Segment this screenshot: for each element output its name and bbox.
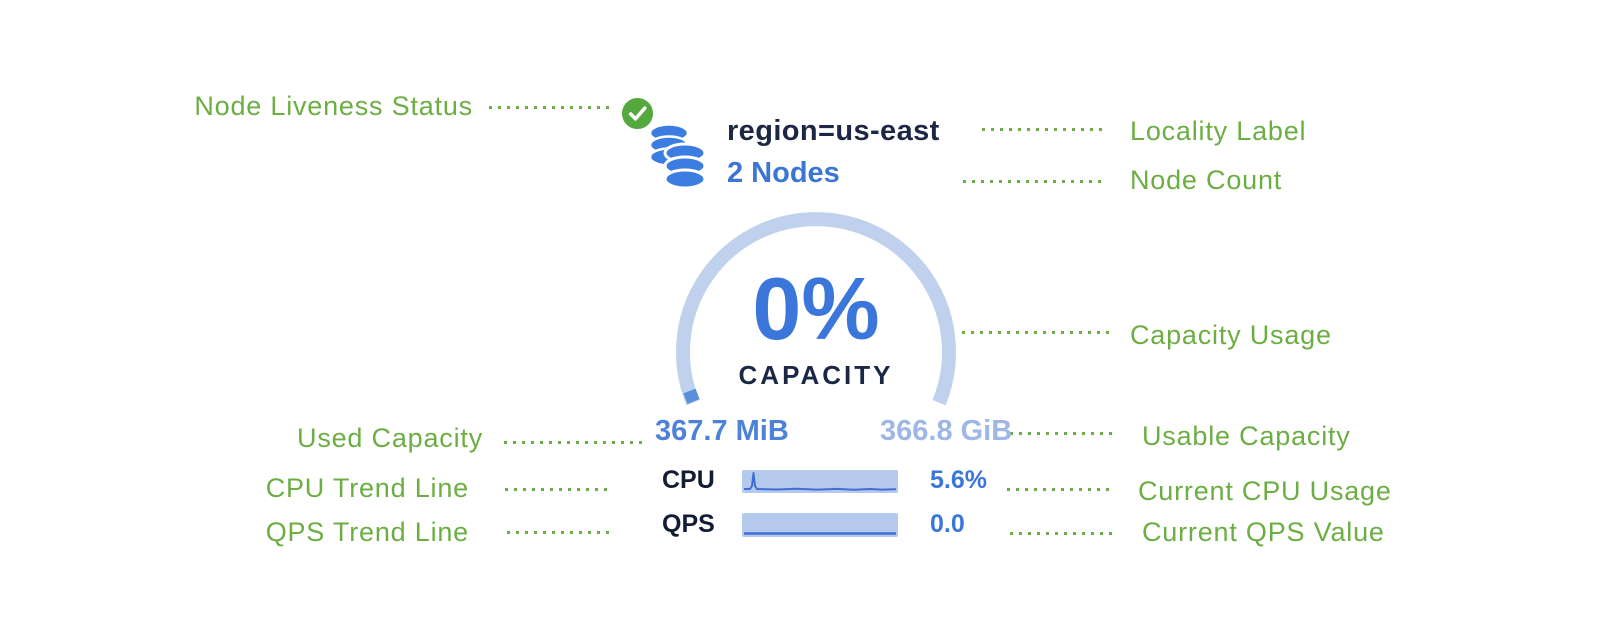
- annotation-qps-trend-line: QPS Trend Line: [265, 517, 469, 547]
- gauge-used-tick: [683, 388, 700, 404]
- node-region-widget[interactable]: region=us-east 2 Nodes 0% CAPACITY 367.7…: [600, 90, 1020, 550]
- node-count: 2 Nodes: [727, 157, 840, 189]
- leader-node-liveness: [489, 106, 610, 109]
- usable-capacity-value: 366.8 GiB: [880, 415, 1013, 447]
- annotation-capacity-usage: Capacity Usage: [1130, 320, 1332, 350]
- leader-used-capacity: [504, 441, 644, 444]
- leader-qps-trend: [507, 531, 614, 534]
- annotation-cpu-trend-line: CPU Trend Line: [265, 473, 469, 503]
- annotation-usable-capacity: Usable Capacity: [1142, 421, 1351, 451]
- leader-current-cpu-usage: [1007, 488, 1113, 491]
- liveness-check-icon: [621, 97, 654, 130]
- cpu-label: CPU: [662, 466, 715, 494]
- leader-node-count: [963, 180, 1103, 183]
- leader-locality-label: [982, 128, 1103, 131]
- cpu-sparkline: [742, 470, 898, 493]
- annotation-node-count: Node Count: [1130, 165, 1283, 195]
- annotation-current-cpu-usage: Current CPU Usage: [1138, 476, 1392, 506]
- annotation-used-capacity: Used Capacity: [297, 423, 483, 453]
- database-stack-icon: [648, 123, 707, 190]
- qps-label: QPS: [662, 510, 715, 538]
- cpu-value: 5.6%: [930, 466, 987, 494]
- capacity-title: CAPACITY: [738, 360, 894, 390]
- annotation-current-qps-value: Current QPS Value: [1142, 517, 1385, 547]
- leader-capacity-usage: [962, 331, 1113, 334]
- leader-cpu-trend: [505, 488, 613, 491]
- qps-sparkline: [742, 513, 898, 537]
- leader-current-qps-value: [1010, 532, 1114, 535]
- annotation-node-liveness-status: Node Liveness Status: [194, 91, 473, 121]
- used-capacity-value: 367.7 MiB: [655, 415, 789, 447]
- locality-label: region=us-east: [727, 115, 940, 147]
- qps-value: 0.0: [930, 510, 965, 538]
- leader-usable-capacity: [1010, 432, 1113, 435]
- capacity-gauge: [675, 210, 957, 414]
- capacity-percent: 0%: [752, 259, 880, 358]
- annotation-locality-label: Locality Label: [1130, 116, 1307, 146]
